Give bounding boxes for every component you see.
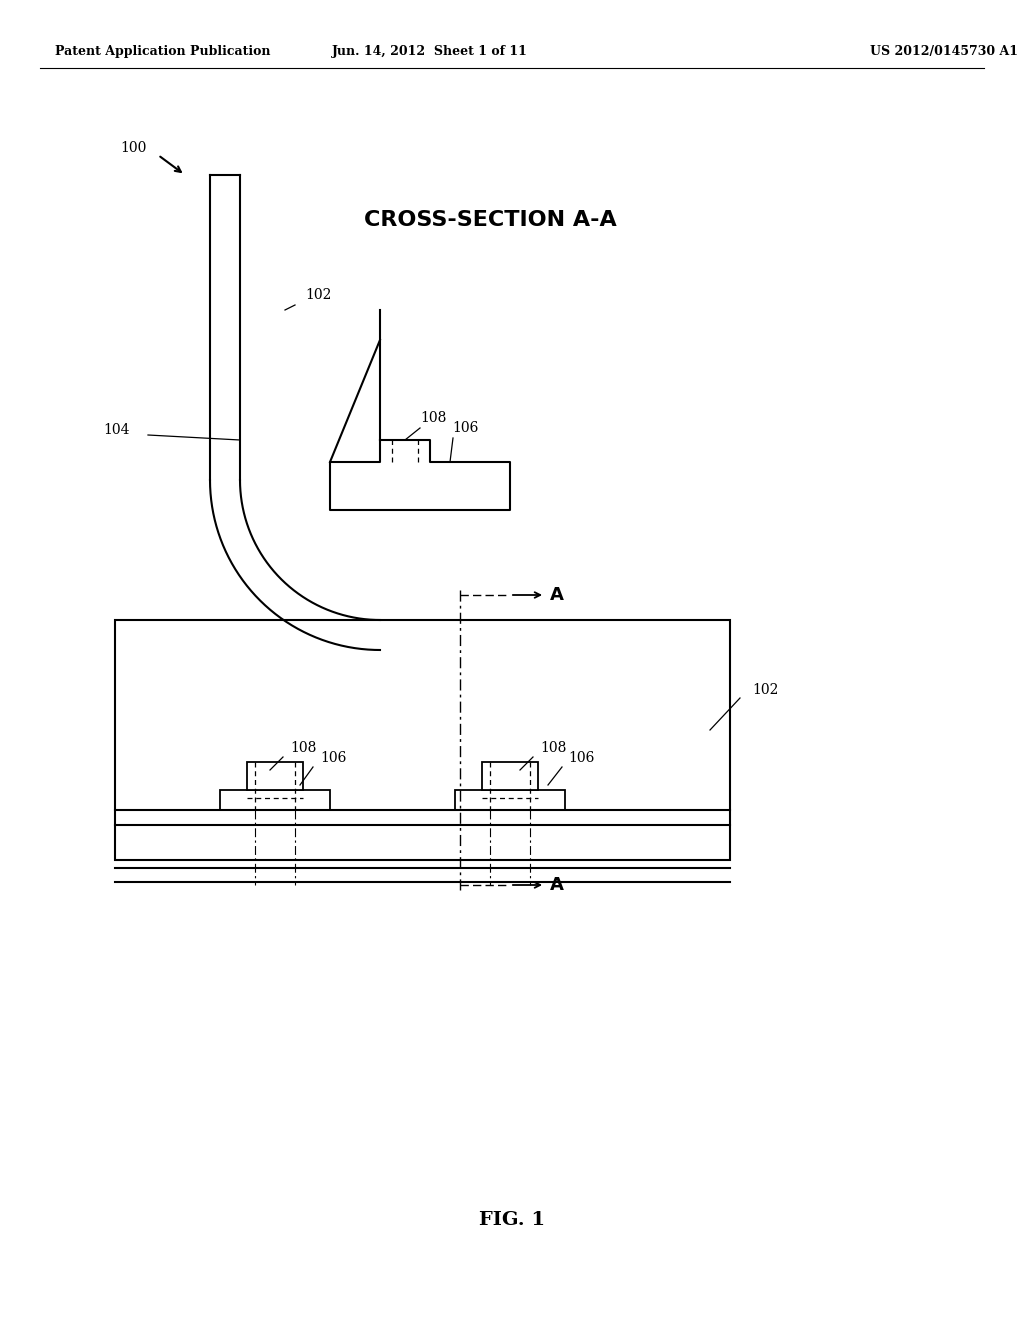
- Bar: [455, 789, 565, 810]
- Text: Jun. 14, 2012  Sheet 1 of 11: Jun. 14, 2012 Sheet 1 of 11: [332, 45, 528, 58]
- Text: A: A: [550, 876, 564, 894]
- Text: 100: 100: [120, 141, 146, 154]
- Text: 108: 108: [420, 411, 446, 425]
- Text: 106: 106: [319, 751, 346, 766]
- Text: US 2012/0145730 A1: US 2012/0145730 A1: [870, 45, 1018, 58]
- Bar: [247, 762, 303, 789]
- Text: A: A: [550, 586, 564, 605]
- Bar: [115, 620, 730, 861]
- Text: CROSS-SECTION A-A: CROSS-SECTION A-A: [364, 210, 616, 230]
- Text: 104: 104: [103, 422, 129, 437]
- Text: FIG. 1: FIG. 1: [479, 1210, 545, 1229]
- Text: 106: 106: [452, 421, 478, 436]
- Text: Patent Application Publication: Patent Application Publication: [55, 45, 270, 58]
- Text: 108: 108: [540, 741, 566, 755]
- Text: 106: 106: [568, 751, 594, 766]
- Text: 102: 102: [752, 682, 778, 697]
- Bar: [220, 789, 330, 810]
- Bar: [482, 762, 538, 789]
- Text: 102: 102: [305, 288, 332, 302]
- Text: 108: 108: [290, 741, 316, 755]
